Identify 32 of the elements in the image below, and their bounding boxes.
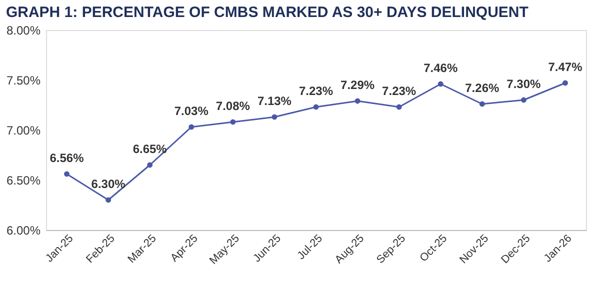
data-label: 6.56% bbox=[50, 151, 84, 165]
data-label: 7.03% bbox=[174, 104, 209, 118]
data-label: 7.30% bbox=[506, 77, 542, 91]
point bbox=[64, 171, 70, 177]
point bbox=[147, 162, 153, 168]
point bbox=[479, 101, 485, 107]
point bbox=[188, 124, 194, 130]
chart-title: GRAPH 1: PERCENTAGE OF CMBS MARKED AS 30+ DAYS DELINQUENT bbox=[6, 4, 528, 21]
data-label: 7.47% bbox=[548, 60, 583, 74]
point bbox=[562, 80, 568, 86]
point bbox=[520, 97, 526, 103]
data-label: 7.13% bbox=[257, 94, 292, 108]
point bbox=[272, 114, 278, 120]
y-tick-label: 7.00% bbox=[6, 124, 41, 138]
data-label: 7.23% bbox=[382, 84, 416, 98]
point bbox=[438, 81, 444, 87]
data-label: 7.26% bbox=[465, 81, 500, 95]
data-label: 6.30% bbox=[91, 177, 126, 191]
point bbox=[230, 119, 236, 125]
point bbox=[396, 104, 402, 110]
data-label: 7.08% bbox=[216, 99, 250, 113]
data-label: 7.46% bbox=[424, 61, 458, 75]
y-tick-label: 8.00% bbox=[6, 24, 41, 38]
data-label: 7.23% bbox=[298, 84, 334, 98]
y-tick-label: 6.00% bbox=[6, 224, 41, 238]
point bbox=[313, 104, 319, 110]
data-label: 7.29% bbox=[340, 78, 375, 92]
y-tick-label: 7.50% bbox=[6, 74, 41, 88]
point bbox=[354, 98, 360, 104]
data-label: 6.65% bbox=[132, 142, 168, 156]
y-tick-label: 6.50% bbox=[6, 174, 41, 188]
point bbox=[106, 197, 112, 203]
